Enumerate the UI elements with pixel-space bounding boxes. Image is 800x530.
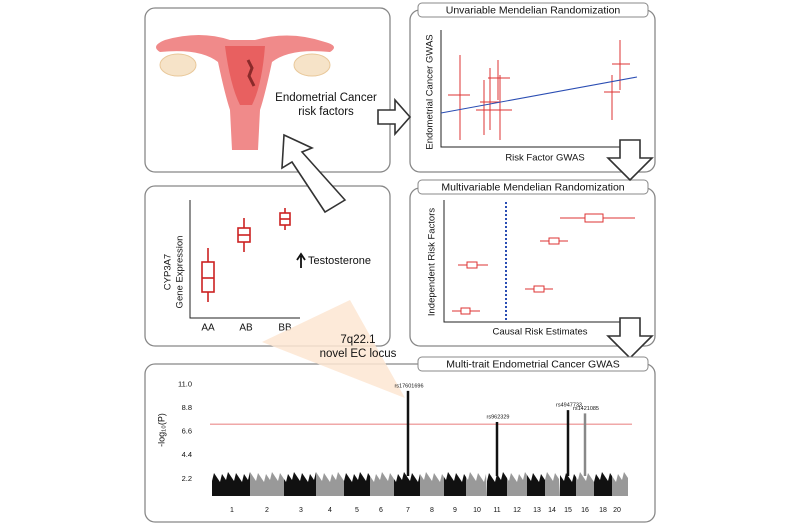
snp-label: rs4947733 xyxy=(556,403,582,409)
boxplots xyxy=(201,208,291,302)
x-tick-label: 15 xyxy=(564,507,572,514)
category-label: BB xyxy=(278,323,292,334)
y-axis-label: Gene Expression xyxy=(175,236,186,309)
x-tick-label: 6 xyxy=(379,507,383,514)
x-tick-label: 2 xyxy=(265,507,269,514)
mr-estimates xyxy=(452,213,635,315)
risk-panel xyxy=(144,7,391,173)
x-axis-label: Risk Factor GWAS xyxy=(505,153,584,164)
y-axis-label: Endometrial Cancer GWAS xyxy=(425,34,436,149)
x-axis-label: Causal Risk Estimates xyxy=(492,327,587,338)
axes xyxy=(440,30,640,148)
x-tick-label: 18 xyxy=(599,507,607,514)
callout-text: 7q22.1 xyxy=(340,334,375,346)
title-tab xyxy=(417,2,649,18)
x-tick-label: 7 xyxy=(406,507,410,514)
x-tick-label: 5 xyxy=(355,507,359,514)
chromosome-block xyxy=(594,472,612,496)
uterus-illustration xyxy=(156,35,334,150)
panel-title: Unvariable Mendelian Randomization xyxy=(446,4,621,16)
snp-label: rs17601696 xyxy=(394,383,423,389)
chromosome-block xyxy=(212,472,250,496)
panel-title: Multi-trait Endometrial Cancer GWAS xyxy=(446,358,620,370)
flow-arrow xyxy=(281,133,347,214)
mr-points xyxy=(448,40,630,140)
chromosome-block xyxy=(344,472,370,496)
x-tick-label: 13 xyxy=(533,507,541,514)
x-tick-label: 1 xyxy=(230,507,234,514)
chromosome-block xyxy=(507,472,527,496)
flow-arrow xyxy=(606,139,654,182)
y-tick-label: 2.2 xyxy=(182,474,192,483)
x-tick-label: 14 xyxy=(548,507,556,514)
x-tick-label: 8 xyxy=(430,507,434,514)
manhattan-plot: 11.08.86.64.42.21 2 3 4 5 6 7 8 9 10 11 12 13 14 15 16 1… xyxy=(178,379,632,514)
chromosome-block xyxy=(560,473,576,496)
univariable-panel xyxy=(409,9,656,173)
chromosome-block xyxy=(576,472,594,496)
up-arrow xyxy=(296,252,306,268)
panel-title: Multivariable Mendelian Randomization xyxy=(441,181,624,193)
callout-beam xyxy=(262,300,405,398)
chromosome-block xyxy=(250,472,284,496)
x-tick-label: 12 xyxy=(513,507,521,514)
category-label: AB xyxy=(239,323,253,334)
y-tick-label: 6.6 xyxy=(182,427,192,436)
chromosome-block xyxy=(527,473,545,496)
chromosome-block xyxy=(370,472,394,496)
title-tab xyxy=(417,356,649,372)
expression-panel xyxy=(144,185,391,347)
x-tick-label: 9 xyxy=(453,507,457,514)
snp-label: rs1421085 xyxy=(573,406,599,412)
chromosome-block xyxy=(420,472,444,496)
chromosome-block xyxy=(545,472,560,496)
x-tick-label: 11 xyxy=(493,507,500,514)
flow-arrow xyxy=(606,317,654,360)
x-tick-label: 20 xyxy=(613,507,621,514)
chromosome-block xyxy=(444,472,466,496)
chromosome-block xyxy=(612,472,628,496)
y-tick-label: 11.0 xyxy=(178,379,192,388)
axes xyxy=(443,200,640,323)
y-axis-label: CYP3A7 xyxy=(163,254,174,290)
category-label: AA xyxy=(201,323,215,334)
chromosome-block xyxy=(466,472,487,496)
chromosome-block xyxy=(316,472,344,496)
x-tick-label: 3 xyxy=(299,507,303,514)
risk-label: Endometrial Cancer xyxy=(275,92,377,104)
callout-text: novel EC locus xyxy=(320,348,397,360)
axes xyxy=(189,200,300,319)
y-tick-label: 4.4 xyxy=(182,450,192,459)
fit-line xyxy=(440,76,638,114)
chromosome-block xyxy=(284,472,316,496)
x-tick-label: 10 xyxy=(473,507,481,514)
chromosome-block xyxy=(487,472,507,496)
chromosome-block xyxy=(394,472,420,496)
flow-arrow xyxy=(377,97,412,137)
risk-label: risk factors xyxy=(298,106,354,118)
annotation: Testosterone xyxy=(308,255,371,267)
y-axis-label: -log₁₀(P) xyxy=(156,413,166,447)
x-tick-label: 16 xyxy=(581,507,589,514)
x-tick-label: 4 xyxy=(328,507,332,514)
y-tick-label: 8.8 xyxy=(182,403,192,412)
snp-label: rs962329 xyxy=(487,414,510,420)
y-axis-label: Independent Risk Factors xyxy=(427,208,438,317)
title-tab xyxy=(417,179,649,195)
